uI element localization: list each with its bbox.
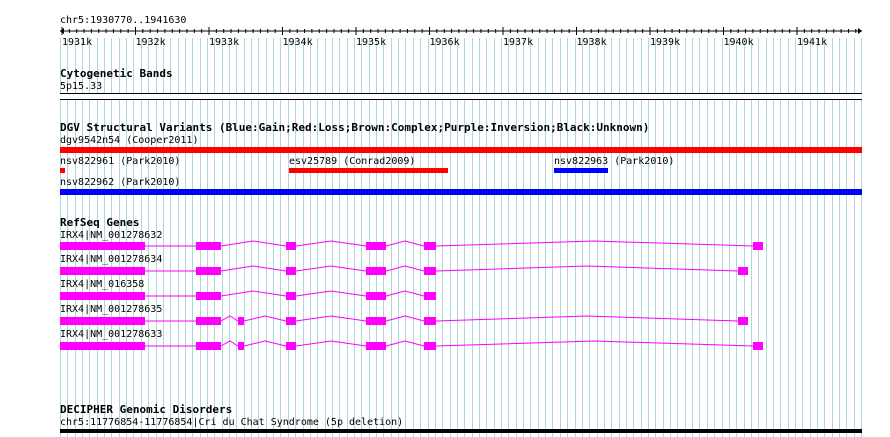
- transcript-label: IRX4|NM_001278634: [60, 254, 163, 265]
- track-title-cytoband[interactable]: Cytogenetic Bands: [60, 67, 173, 80]
- ruler-tick-label: 1939k: [650, 37, 680, 48]
- decipher-feature[interactable]: [60, 429, 862, 433]
- dgv-feature-gain[interactable]: [60, 189, 862, 195]
- ruler-tick-label: 1934k: [283, 37, 313, 48]
- dgv-feature-loss[interactable]: [60, 147, 862, 153]
- transcript-model[interactable]: [0, 339, 890, 353]
- dgv-feature-gain[interactable]: [554, 168, 608, 173]
- transcript-label: IRX4|NM_001278635: [60, 304, 163, 315]
- transcript-label: IRX4|NM_016358: [60, 279, 145, 290]
- dgv-feature-label: nsv822961 (Park2010): [60, 156, 181, 167]
- dgv-feature-label: nsv822962 (Park2010): [60, 177, 181, 188]
- transcript-model[interactable]: [0, 264, 890, 278]
- decipher-feature-label: chr5:11776854-11776854|Cri du Chat Syndr…: [60, 417, 404, 428]
- ruler-tick-label: 1937k: [503, 37, 533, 48]
- cytoband-label: 5p15.33: [60, 81, 103, 92]
- track-title-refseq[interactable]: RefSeq Genes: [60, 216, 140, 229]
- ruler-tick-label: 1933k: [209, 37, 239, 48]
- cytoband-band[interactable]: [60, 93, 862, 100]
- ruler-tick-label: 1940k: [724, 37, 754, 48]
- dgv-feature-label: dgv9542n54 (Cooper2011): [60, 135, 199, 146]
- dgv-feature-label: nsv822963 (Park2010): [554, 156, 675, 167]
- dgv-feature-loss[interactable]: [289, 168, 448, 173]
- transcript-model[interactable]: [0, 289, 890, 303]
- ruler-tick-label: 1932k: [136, 37, 166, 48]
- dgv-feature-loss[interactable]: [60, 168, 65, 173]
- ruler-tick-label: 1935k: [356, 37, 386, 48]
- track-title-dgv[interactable]: DGV Structural Variants (Blue:Gain;Red:L…: [60, 121, 650, 134]
- transcript-model[interactable]: [0, 314, 890, 328]
- track-title-decipher[interactable]: DECIPHER Genomic Disorders: [60, 403, 233, 416]
- ruler-tick-label: 1931k: [62, 37, 92, 48]
- transcript-model[interactable]: [0, 239, 890, 253]
- transcript-label: IRX4|NM_001278632: [60, 230, 163, 241]
- dgv-feature-label: esv25789 (Conrad2009): [289, 156, 416, 167]
- ruler-ticks: 1931k 1932k 1933k 1934k 1935k 1936k 1937k 1938k…: [61, 27, 857, 48]
- ruler[interactable]: 1931k 1932k 1933k 1934k 1935k 1936k 1937k 1938k…: [0, 25, 890, 75]
- transcript-label: IRX4|NM_001278633: [60, 329, 163, 340]
- ruler-tick-label: 1938k: [577, 37, 607, 48]
- ruler-arrow-right-icon: [858, 28, 862, 34]
- ruler-tick-label: 1936k: [430, 37, 460, 48]
- ruler-tick-label: 1941k: [797, 37, 827, 48]
- location-label: chr5:1930770..1941630: [60, 15, 187, 26]
